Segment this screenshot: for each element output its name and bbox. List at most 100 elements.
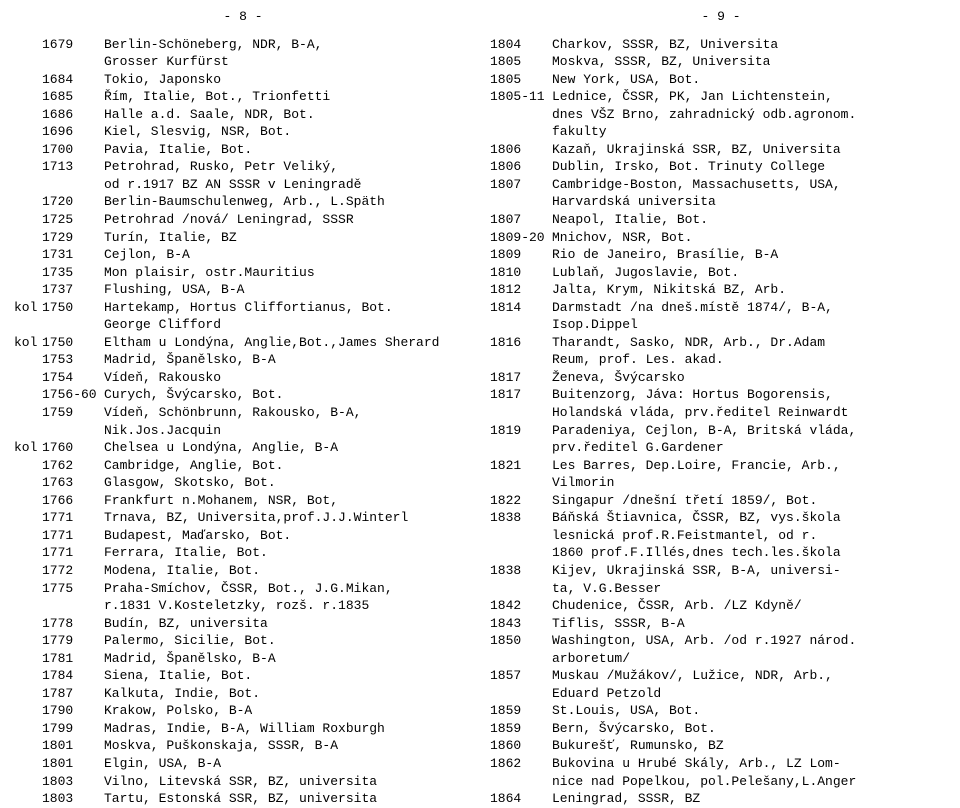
entry-year: 1803 [42,790,104,808]
entry-year: 1809 [490,246,552,264]
page-spread: - 8 - 1679Berlin-Schöneberg, NDR, B-A,Gr… [0,0,960,803]
entry-row: 1763Glasgow, Skotsko, Bot. [14,474,472,492]
entry-year: 1735 [42,264,104,282]
entry-text: Bukovina u Hrubé Skály, Arb., LZ Lom- [552,755,952,773]
entry-year: 1814 [490,299,552,317]
entry-year: 1850 [490,632,552,650]
entry-year: 1822 [490,492,552,510]
entry-text: George Clifford [104,316,472,334]
entry-text: Pavia, Italie, Bot. [104,141,472,159]
entry-text: Muskau /Mužákov/, Lužice, NDR, Arb., [552,667,952,685]
entry-text: Berlin-Schöneberg, NDR, B-A, [104,36,472,54]
entry-prefix: kol [14,439,42,457]
entry-text: prv.ředitel G.Gardener [552,439,952,457]
entry-row: 1771Budapest, Maďarsko, Bot. [14,527,472,545]
entry-row: kol1750Eltham u Londýna, Anglie,Bot.,Jam… [14,334,472,352]
entry-text: Tokio, Japonsko [104,71,472,89]
entry-row: 1803Vilno, Litevská SSR, BZ, universita [14,773,472,791]
entry-text: Singapur /dnešní třetí 1859/, Bot. [552,492,952,510]
entry-row: 1806Dublin, Irsko, Bot. Trinuty College [490,158,952,176]
entry-text: r.1831 V.Kosteletzky, rozš. r.1835 [104,597,472,615]
entry-row: 1729Turín, Italie, BZ [14,229,472,247]
entry-year: 1771 [42,544,104,562]
entry-row: 1737Flushing, USA, B-A [14,281,472,299]
entry-text: Les Barres, Dep.Loire, Francie, Arb., [552,457,952,475]
entry-year: 1756-60 [42,386,104,404]
entry-year: 1817 [490,369,552,387]
entry-text: Madrid, Španělsko, B-A [104,650,472,668]
entry-text: Tartu, Estonská SSR, BZ, universita [104,790,472,808]
entry-row: 1819Paradeniya, Cejlon, B-A, Britská vlá… [490,422,952,440]
entry-year: 1763 [42,474,104,492]
entry-text: Nik.Jos.Jacquin [104,422,472,440]
entry-year: 1762 [42,457,104,475]
entry-year: 1816 [490,334,552,352]
entry-row: kol1750Hartekamp, Hortus Cliffortianus, … [14,299,472,317]
entry-text: Frankfurt n.Mohanem, NSR, Bot, [104,492,472,510]
entry-row: 1842Chudenice, ČSSR, Arb. /LZ Kdyně/ [490,597,952,615]
entry-text: Rio de Janeiro, Brasílie, B-A [552,246,952,264]
entry-row: 1805-11Lednice, ČSSR, PK, Jan Lichtenste… [490,88,952,106]
entry-year: 1787 [42,685,104,703]
entry-row: 1807Neapol, Italie, Bot. [490,211,952,229]
entry-text: Harvardská universita [552,193,952,211]
entry-row: 1822Singapur /dnešní třetí 1859/, Bot. [490,492,952,510]
entry-year: 1750 [42,334,104,352]
entry-text: Řím, Italie, Bot., Trionfetti [104,88,472,106]
entry-row: 1804Charkov, SSSR, BZ, Universita [490,36,952,54]
entry-text: Glasgow, Skotsko, Bot. [104,474,472,492]
entry-year: 1713 [42,158,104,176]
entry-row: 1850Washington, USA, Arb. /od r.1927 nár… [490,632,952,650]
entry-row: 1838Kijev, Ukrajinská SSR, B-A, universi… [490,562,952,580]
entry-year: 1859 [490,702,552,720]
entry-row: Reum, prof. Les. akad. [490,351,952,369]
entry-year: 1812 [490,281,552,299]
entry-year: 1772 [42,562,104,580]
entry-row: 1857Muskau /Mužákov/, Lužice, NDR, Arb., [490,667,952,685]
entry-text: arboretum/ [552,650,952,668]
entry-text: Praha-Smíchov, ČSSR, Bot., J.G.Mikan, [104,580,472,598]
entry-text: Chudenice, ČSSR, Arb. /LZ Kdyně/ [552,597,952,615]
entry-text: Budín, BZ, universita [104,615,472,633]
entry-row: 1801Moskva, Puškonskaja, SSSR, B-A [14,737,472,755]
entry-text: Leningrad, SSSR, BZ [552,790,952,808]
entry-row: 1814Darmstadt /na dneš.místě 1874/, B-A, [490,299,952,317]
entry-row: 1864Leningrad, SSSR, BZ [490,790,952,808]
entry-row: arboretum/ [490,650,952,668]
entry-text: Bukurešť, Rumunsko, BZ [552,737,952,755]
entry-row: od r.1917 BZ AN SSSR v Leningradě [14,176,472,194]
entry-row: 1771Ferrara, Italie, Bot. [14,544,472,562]
entry-year: 1805 [490,71,552,89]
entry-prefix: kol [14,299,42,317]
entry-text: Dublin, Irsko, Bot. Trinuty College [552,158,952,176]
right-column: - 9 - 1804Charkov, SSSR, BZ, Universita1… [480,0,960,803]
entry-row: 1805New York, USA, Bot. [490,71,952,89]
entry-year: 1700 [42,141,104,159]
entry-row: ta, V.G.Besser [490,580,952,598]
entry-text: Cambridge, Anglie, Bot. [104,457,472,475]
page-number-left: - 8 - [14,8,472,26]
entry-row: 1779Palermo, Sicilie, Bot. [14,632,472,650]
entry-text: Lublaň, Jugoslavie, Bot. [552,264,952,282]
entry-year: 1779 [42,632,104,650]
entry-row: 1754Vídeň, Rakousko [14,369,472,387]
entry-text: 1860 prof.F.Illés,dnes tech.les.škola [552,544,952,562]
entry-row: nice nad Popelkou, pol.Pelešany,L.Anger [490,773,952,791]
entry-row: 1784Siena, Italie, Bot. [14,667,472,685]
entry-row: 1859Bern, Švýcarsko, Bot. [490,720,952,738]
entry-row: 1809Rio de Janeiro, Brasílie, B-A [490,246,952,264]
entry-row: 1696Kiel, Slesvig, NSR, Bot. [14,123,472,141]
entry-row: 1809-20Mnichov, NSR, Bot. [490,229,952,247]
entry-row: 1817Ženeva, Švýcarsko [490,369,952,387]
entry-year: 1725 [42,211,104,229]
entry-text: Reum, prof. Les. akad. [552,351,952,369]
left-column: - 8 - 1679Berlin-Schöneberg, NDR, B-A,Gr… [0,0,480,803]
entry-year: 1729 [42,229,104,247]
entry-year: 1696 [42,123,104,141]
entry-text: Kalkuta, Indie, Bot. [104,685,472,703]
entry-row: r.1831 V.Kosteletzky, rozš. r.1835 [14,597,472,615]
entry-text: Eltham u Londýna, Anglie,Bot.,James Sher… [104,334,472,352]
entry-text: Mnichov, NSR, Bot. [552,229,952,247]
entry-text: Kazaň, Ukrajinská SSR, BZ, Universita [552,141,952,159]
entry-text: Neapol, Italie, Bot. [552,211,952,229]
